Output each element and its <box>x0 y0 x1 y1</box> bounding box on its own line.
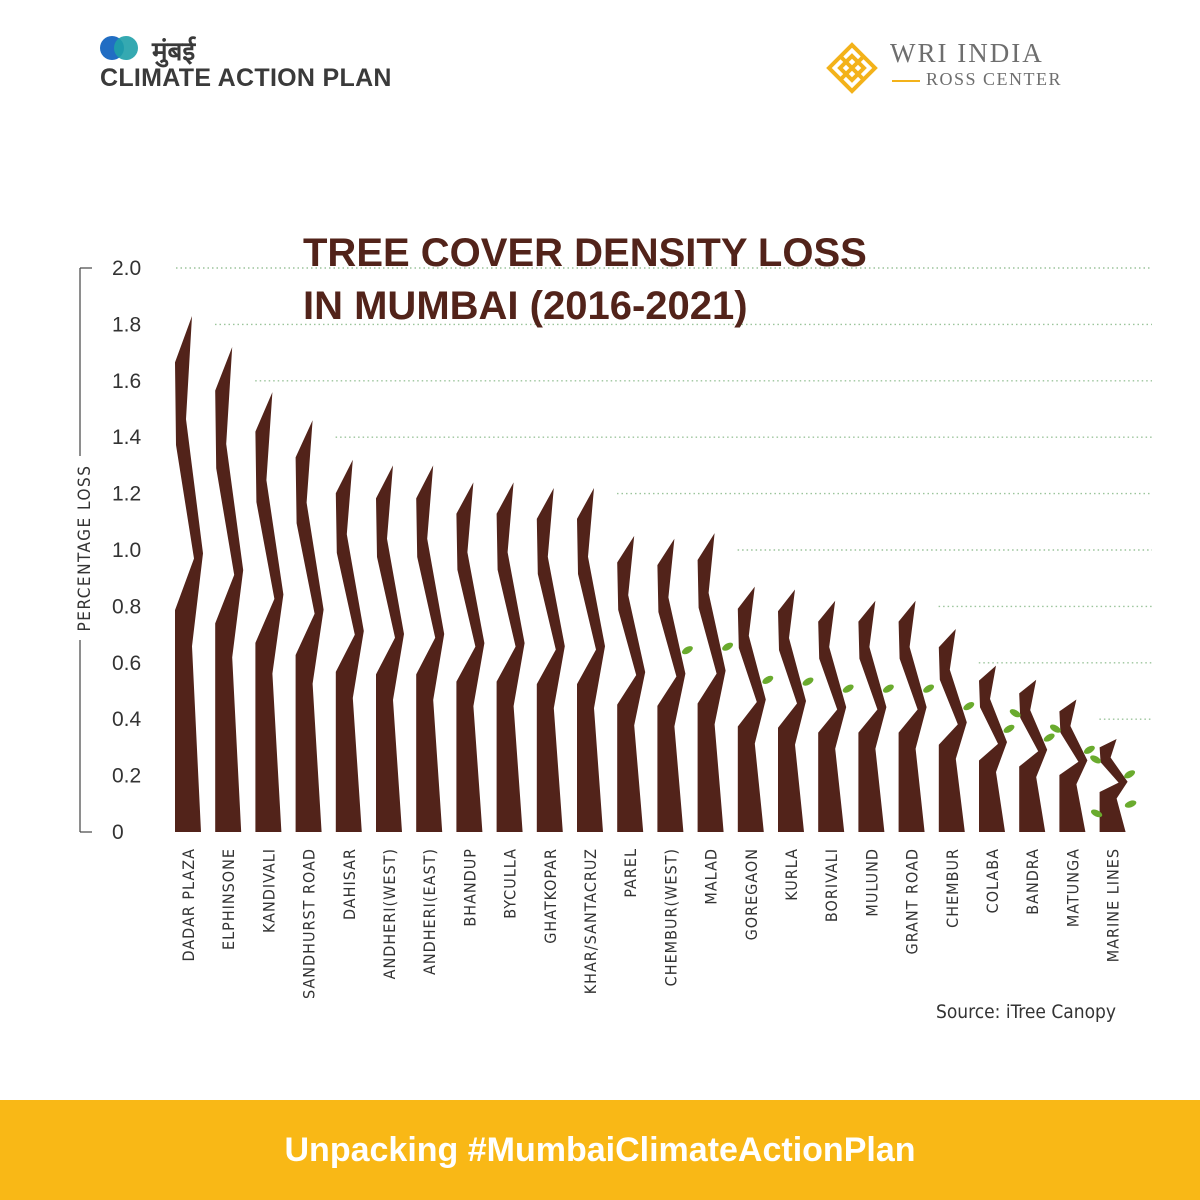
tree-bar <box>416 465 445 832</box>
tree-bars <box>175 315 1137 832</box>
leaf-icon <box>762 675 774 684</box>
y-tick-label: 1.2 <box>112 483 141 506</box>
x-tick-label: MULUND <box>862 848 881 917</box>
leaf-icon <box>1049 724 1061 733</box>
x-tick-label: GOREGAON <box>742 848 761 940</box>
y-tick-label: 0.8 <box>112 595 141 618</box>
leaf-icon <box>1043 733 1055 742</box>
x-tick-label: PAREL <box>621 848 640 898</box>
tree-bar <box>456 482 485 832</box>
footer-banner: Unpacking #MumbaiClimateActionPlan <box>0 1100 1200 1200</box>
tree-bar <box>778 589 806 832</box>
tree-bar <box>255 392 284 832</box>
leaf-icon <box>1003 724 1015 733</box>
leaf-icon <box>802 677 814 686</box>
y-tick-label: 1.8 <box>112 313 141 336</box>
wri-india-title: WRI INDIA <box>890 38 1044 68</box>
leaf-icon <box>842 684 854 693</box>
tree-bar <box>1019 679 1048 832</box>
tree-bar <box>335 459 364 832</box>
wri-india-logo: WRI INDIA ROSS CENTER <box>826 38 1096 98</box>
x-tick-label: CHEMBUR <box>943 848 962 928</box>
tree-bar <box>577 487 605 832</box>
logo-rule <box>892 80 920 82</box>
tree-bar <box>295 420 324 832</box>
tree-bar <box>376 465 404 832</box>
leaf-icon <box>1124 770 1136 779</box>
tree-bar <box>898 600 927 832</box>
leaf-icon <box>882 684 894 693</box>
y-axis-label: PERCENTAGE LOSS <box>75 465 95 632</box>
tree-bar <box>215 346 244 832</box>
x-tick-label: BHANDUP <box>460 848 479 927</box>
x-tick-label: MALAD <box>702 848 721 905</box>
y-axis: PERCENTAGE LOSS <box>75 267 95 833</box>
x-tick-label: KHAR/SANTACRUZ <box>581 848 600 994</box>
x-tick-label: ELPHINSONE <box>219 848 238 950</box>
wri-knot-emblem-icon <box>826 42 878 94</box>
leaf-icon <box>1090 809 1103 818</box>
leaf-icon <box>722 642 734 651</box>
y-tick-label: 1.4 <box>112 426 142 449</box>
x-tick-label: CHEMBUR(WEST) <box>661 848 680 986</box>
footer-hashtag: Unpacking #MumbaiClimateActionPlan <box>284 1130 916 1169</box>
tree-bar <box>617 535 646 832</box>
leaf-icon <box>1083 745 1095 754</box>
tree-bar <box>737 586 766 832</box>
y-tick-label: 0.6 <box>112 652 141 675</box>
tree-cover-loss-chart: PERCENTAGE LOSS 0 0.2 0.4 0.6 0.8 1.0 1.2 1.4 1.… <box>75 231 1152 1023</box>
x-tick-label: COLABA <box>983 848 1002 913</box>
y-tick-label: 1.0 <box>112 539 141 562</box>
x-tick-label: DAHISAR <box>340 848 359 920</box>
logo-circles-icon <box>100 36 152 60</box>
ross-center-subtitle: ROSS CENTER <box>926 69 1063 89</box>
grid-lines <box>176 267 1152 720</box>
tree-bar <box>536 487 565 832</box>
y-tick-label: 1.6 <box>112 370 141 393</box>
leaf-icon <box>1090 755 1102 764</box>
x-tick-label: GRANT ROAD <box>903 848 922 954</box>
leaf-icon <box>963 702 975 711</box>
x-tick-label: DADAR PLAZA <box>179 848 198 961</box>
y-tick-labels: 0 0.2 0.4 0.6 0.8 1.0 1.2 1.4 1.6 1.8 2.0 <box>112 257 142 844</box>
leaf-icon <box>1009 709 1021 718</box>
leaf-icon <box>681 646 693 655</box>
y-tick-label: 0 <box>112 821 124 844</box>
x-tick-label: KURLA <box>782 848 801 901</box>
tree-bar <box>979 665 1007 832</box>
tree-bar <box>697 533 726 832</box>
x-tick-label: BANDRA <box>1023 848 1042 915</box>
leaf-icon <box>923 684 935 693</box>
tree-bar <box>657 538 686 832</box>
tree-bar <box>858 600 887 832</box>
tree-bar <box>818 600 847 832</box>
y-tick-label: 0.2 <box>112 765 141 788</box>
x-tick-label: MATUNGA <box>1063 848 1082 927</box>
x-tick-label: BORIVALI <box>822 848 841 922</box>
tree-bar <box>938 628 967 832</box>
x-tick-labels: DADAR PLAZA ELPHINSONE KANDIVALI SANDHURST … <box>179 848 1123 999</box>
x-tick-label: ANDHERI(WEST) <box>380 848 399 979</box>
logo-devanagari-text: मुंबई <box>152 37 196 67</box>
chart-title-line-2: IN MUMBAI (2016-2021) <box>303 284 748 328</box>
mumbai-cap-logo: मुंबई CLIMATE ACTION PLAN <box>100 34 400 94</box>
x-tick-label: MARINE LINES <box>1104 848 1123 962</box>
teal-circle-icon <box>114 36 138 60</box>
x-tick-label: GHATKOPAR <box>541 848 560 944</box>
y-tick-label: 2.0 <box>112 257 141 280</box>
x-tick-label: BYCULLA <box>501 848 520 919</box>
chart-source: Source: iTree Canopy <box>936 1001 1116 1023</box>
tree-bar <box>496 482 525 832</box>
x-tick-label: KANDIVALI <box>259 848 278 933</box>
tree-bar <box>1099 738 1128 832</box>
y-tick-label: 0.4 <box>112 708 142 731</box>
x-tick-label: SANDHURST ROAD <box>300 848 319 999</box>
x-tick-label: ANDHERI(EAST) <box>420 848 439 975</box>
tree-bar <box>175 315 203 832</box>
chart-title-line-1: TREE COVER DENSITY LOSS <box>303 231 867 275</box>
logo-cap-text: CLIMATE ACTION PLAN <box>100 64 392 92</box>
tree-bar <box>1059 699 1088 832</box>
leaf-icon <box>1124 800 1137 808</box>
